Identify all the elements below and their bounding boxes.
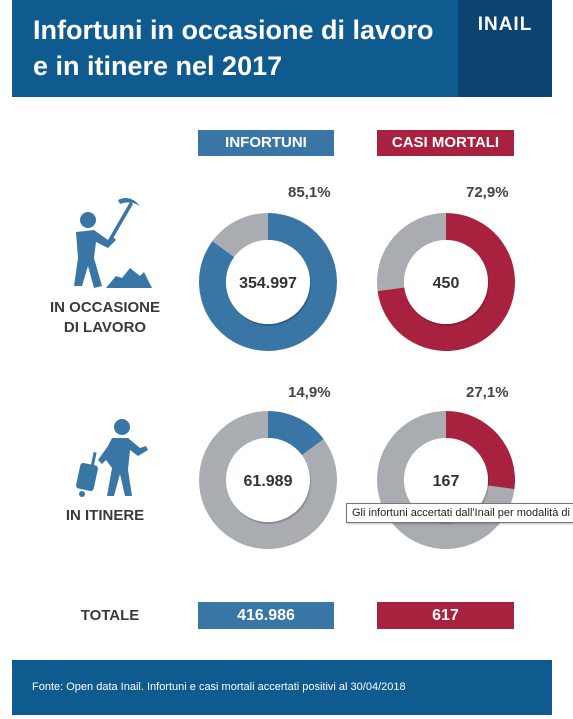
page-title: Infortuni in occasione di lavoro e in it…: [33, 12, 473, 84]
donut-value-segment: [446, 411, 515, 490]
hover-tooltip: Gli infortuni accertati dall'Inail per m…: [346, 503, 573, 523]
donut-remainder-segment: [199, 411, 337, 549]
donut-remainder-segment: [212, 213, 268, 258]
logo-text: INAIL: [477, 14, 533, 35]
donut-center-value: 354.997: [239, 275, 297, 292]
footer-banner: Fonte: Open data Inail. Infortuni e casi…: [12, 660, 552, 715]
total-casi-mortali: 617: [377, 602, 514, 629]
percent-label-mortali-itinere: 27,1%: [466, 384, 509, 401]
row-label-in-occasione-di-lavoro: IN OCCASIONE DI LAVORO: [40, 298, 170, 338]
percent-label-mortali-lavoro: 72,9%: [466, 184, 509, 201]
donut-inner-disc: [226, 240, 310, 324]
donut-value-segment: [377, 213, 515, 351]
donut-value-segment: [198, 213, 337, 351]
donut-center-value: 167: [433, 473, 460, 490]
donut-remainder-segment: [377, 213, 446, 292]
source-note: Fonte: Open data Inail. Infortuni e casi…: [32, 681, 406, 693]
row-label-in-itinere: IN ITINERE: [65, 507, 145, 524]
title-line-2: e in itinere nel 2017: [33, 51, 283, 81]
walking-person-with-suitcase-icon: [76, 419, 148, 497]
donut-inner-disc: [226, 438, 310, 522]
column-header-casi-mortali: CASI MORTALI: [377, 130, 514, 156]
row-label-totale: TOTALE: [80, 607, 140, 624]
inail-logo: INAIL: [458, 0, 552, 97]
column-header-infortuni: INFORTUNI: [198, 130, 334, 156]
title-line-1: Infortuni in occasione di lavoro: [33, 15, 434, 45]
percent-label-infortuni-lavoro: 85,1%: [288, 184, 331, 201]
total-infortuni: 416.986: [198, 602, 334, 629]
donut-inner-disc: [404, 438, 488, 522]
donut-value-segment: [268, 411, 324, 456]
donut-chart-infortuni-itinere: 61.989: [199, 411, 337, 549]
header-banner: Infortuni in occasione di lavoro e in it…: [12, 0, 552, 97]
percent-label-infortuni-itinere: 14,9%: [288, 384, 331, 401]
donut-chart-mortali-itinere: 167: [377, 411, 515, 549]
donut-center-value: 61.989: [244, 473, 293, 490]
worker-with-pickaxe-icon: [74, 198, 152, 288]
row-label-line-1: IN OCCASIONE: [49, 299, 160, 316]
donut-inner-disc: [404, 240, 488, 324]
donut-center-value: 450: [433, 275, 460, 292]
donut-chart-infortuni-lavoro: 354.997: [198, 213, 337, 351]
donut-chart-mortali-lavoro: 450: [377, 213, 515, 351]
row-label-line-2: DI LAVORO: [63, 319, 147, 336]
